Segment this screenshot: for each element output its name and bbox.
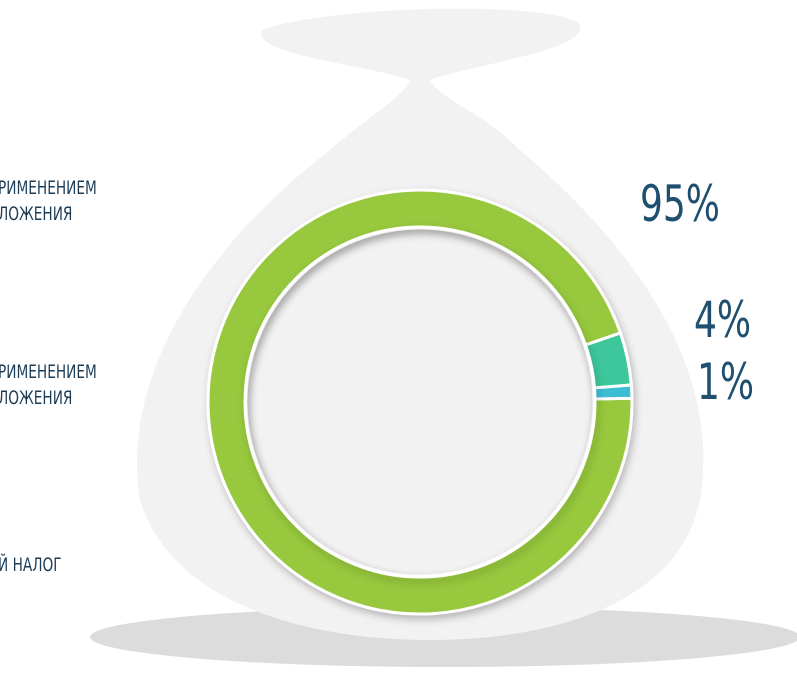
category-label: ЛОЖЕНИЯ xyxy=(0,203,72,225)
category-label: Й НАЛОГ xyxy=(0,554,62,576)
category-label: ЛОЖЕНИЯ xyxy=(0,387,72,409)
value-label: 95% xyxy=(640,176,720,233)
donut-segment xyxy=(591,383,634,401)
bag-shape xyxy=(136,8,704,641)
labels: 95% 4%1% РИМЕНЕНИЕМ ЛОЖЕНИЯ РИМЕНЕНИЕМ ЛОЖЕНИ… xyxy=(0,176,754,576)
value-label: 4% xyxy=(694,292,751,349)
inner-ring xyxy=(243,225,597,579)
category-label: РИМЕНЕНИЕМ xyxy=(0,177,97,199)
value-label: 1% xyxy=(697,354,754,411)
category-label: РИМЕНЕНИЕМ xyxy=(0,361,97,383)
